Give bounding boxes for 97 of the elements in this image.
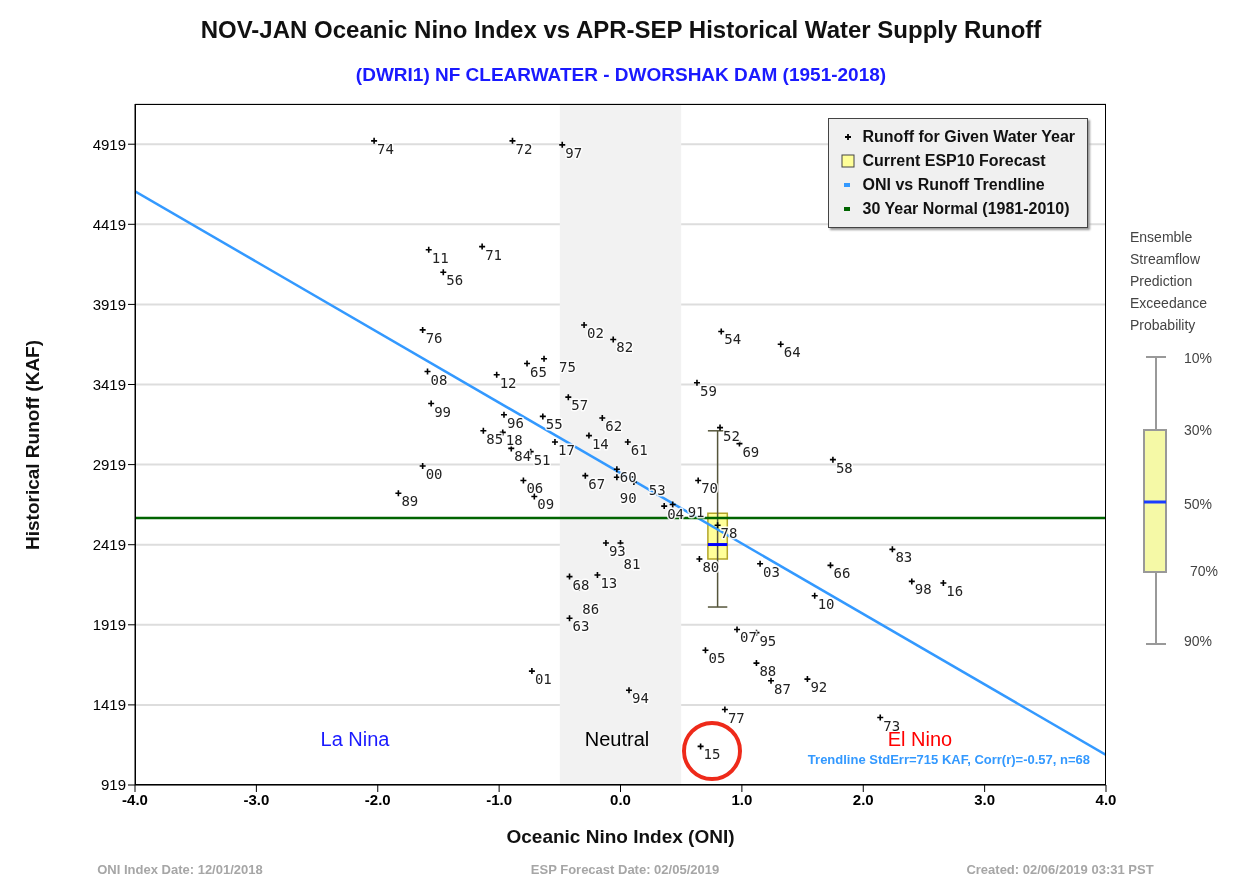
annotation: 61	[630, 442, 648, 459]
text: Ensemble Streamflow Prediction Exceedance Probability	[1130, 228, 1209, 335]
annotation: 69	[742, 443, 760, 460]
text: 90%	[1184, 633, 1213, 649]
text: 50%	[1184, 496, 1213, 512]
x-tick-label: -1.0	[486, 790, 513, 808]
annotation: 68	[572, 576, 590, 593]
y-tick-label: 2419	[92, 536, 126, 554]
y-axis-title: Historical Runoff (KAF)	[22, 338, 44, 552]
y-tick-label: 3419	[92, 375, 126, 393]
annotation: 14	[591, 435, 609, 452]
annotation: 70	[701, 480, 719, 497]
annotation: 82	[616, 339, 634, 356]
annotation: 90	[619, 490, 637, 507]
annotation: 59	[699, 382, 717, 399]
annotation: 77	[727, 709, 745, 726]
y-tick-label: 4919	[92, 135, 126, 153]
annotation: 99	[434, 403, 452, 420]
annotation: 06	[526, 480, 544, 497]
annotation: 72	[515, 140, 533, 157]
annotation: 84	[514, 448, 532, 465]
x-tick-label: 4.0	[1095, 790, 1117, 808]
annotation: 12	[499, 374, 517, 391]
annotation: 03	[763, 563, 780, 580]
annotation: Neutral	[584, 728, 650, 750]
annotation: La Nina	[319, 728, 391, 751]
annotation: 95	[759, 632, 777, 649]
legend-label: 30 Year Normal (1981-2010)	[862, 199, 1070, 219]
annotation: 87	[774, 680, 791, 697]
annotation: 75	[559, 358, 576, 375]
annotation: 63	[572, 618, 590, 635]
annotation: 74	[377, 140, 394, 157]
annotation: 89	[401, 493, 419, 510]
y-tick-label: 4419	[92, 215, 126, 233]
annotation: 02	[587, 325, 604, 342]
annotation: 67	[588, 475, 606, 492]
annotation: 05	[708, 650, 726, 667]
x-tick-label: 3.0	[974, 790, 996, 808]
x-tick-label: 0.0	[610, 790, 631, 808]
annotation: 53	[648, 482, 666, 499]
annotation: 86	[582, 600, 600, 617]
chart-title: NOV-JAN Oceanic Nino Index vs APR-SEP Historical Water Supply Runoff	[199, 16, 1043, 44]
chart-subtitle: (DWRI1) NF CLEARWATER - DWORSHAK DAM (1951-2018)	[354, 64, 888, 86]
legend-label: Current ESP10 Forecast	[862, 151, 1046, 171]
annotation: 01	[534, 671, 552, 688]
x-tick-label: 1.0	[731, 790, 753, 808]
annotation: 07	[740, 629, 757, 646]
annotation: 62	[605, 417, 623, 434]
annotation: 83	[895, 549, 913, 566]
text: 70%	[1190, 563, 1219, 579]
annotation: 57	[571, 397, 589, 414]
annotation: 92	[810, 679, 828, 696]
annotation: 58	[835, 459, 853, 476]
annotation: 65	[530, 363, 547, 380]
annotation: 13	[600, 574, 618, 591]
annotation: 97	[565, 144, 583, 161]
annotation: 98	[914, 581, 932, 598]
annotation: 11	[431, 249, 449, 266]
x-tick-label: 2.0	[852, 790, 874, 808]
annotation: Trendline StdErr=715 KAF, Corr(r)=-0.57, n=68	[807, 752, 1090, 767]
annotation: 93	[608, 542, 626, 559]
annotation: 55	[545, 416, 563, 433]
y-tick-label: 3919	[92, 295, 126, 313]
annotation: 71	[485, 246, 502, 263]
annotation: 18	[505, 432, 523, 449]
text: 10%	[1184, 350, 1213, 366]
annotation: 66	[833, 565, 851, 582]
annotation: 51	[533, 451, 551, 468]
annotation: 96	[506, 414, 524, 431]
text: 30%	[1184, 422, 1213, 438]
annotation: 15	[703, 746, 721, 763]
annotation: 16	[946, 582, 964, 599]
x-tick-label: -3.0	[243, 790, 270, 808]
text: ESP Forecast Date: 02/05/2019	[529, 862, 721, 877]
annotation: 88	[759, 663, 777, 680]
annotation: 54	[724, 331, 742, 348]
text: ONI Index Date: 12/01/2018	[96, 862, 264, 877]
annotation: 52	[723, 427, 740, 444]
annotation: 00	[425, 466, 443, 483]
legend-label: Runoff for Given Water Year	[862, 127, 1075, 147]
annotation: 08	[430, 371, 448, 388]
annotation: 81	[623, 555, 641, 572]
annotation: 10	[817, 595, 835, 612]
annotation: 17	[557, 442, 575, 459]
y-tick-label: 1919	[92, 616, 126, 634]
legend-label: ONI vs Runoff Trendline	[862, 175, 1045, 195]
y-tick-label: 2919	[92, 455, 126, 473]
annotation: 64	[783, 344, 801, 361]
annotation: 56	[446, 272, 464, 289]
annotation: 94	[632, 690, 649, 707]
annotation: 09	[537, 496, 555, 513]
text: Created: 02/06/2019 03:31 PST	[965, 862, 1155, 877]
y-tick-label: 1419	[92, 696, 126, 714]
annotation: 76	[425, 329, 443, 346]
x-axis-title: Oceanic Nino Index (ONI)	[505, 826, 736, 848]
annotation: 85	[486, 430, 504, 447]
x-tick-label: -2.0	[364, 790, 391, 808]
